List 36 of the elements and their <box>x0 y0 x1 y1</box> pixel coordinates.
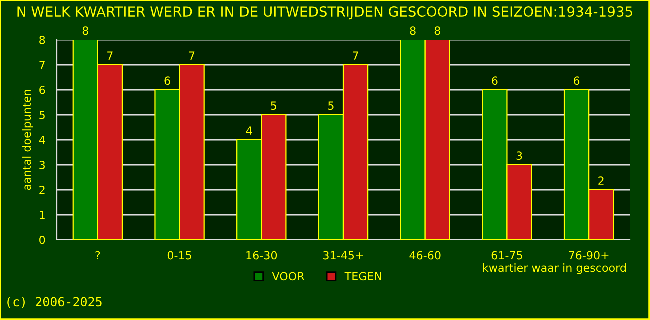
x-tick-label: 31-45+ <box>324 251 364 260</box>
y-tick-label: 1 <box>40 211 45 220</box>
y-tick-label: 2 <box>40 186 45 194</box>
data-label: 8 <box>82 26 88 36</box>
y-tick-label: 8 <box>40 36 46 44</box>
data-label: 3 <box>516 152 522 160</box>
text: (c) 2006-2025 <box>8 297 102 308</box>
data-label: 8 <box>434 26 440 36</box>
data-label: 6 <box>164 76 170 86</box>
data-label: 5 <box>328 102 334 110</box>
y-tick-label: 5 <box>40 111 45 120</box>
x-tick-label: 0-15 <box>168 251 192 260</box>
y-tick-label: 4 <box>39 136 46 144</box>
y-tick-label: 3 <box>40 160 45 170</box>
y-tick-label: 7 <box>40 61 45 70</box>
x-axis-title: kwartier waar in gescoord <box>483 264 626 274</box>
x-tick-label: 61-75 <box>492 251 522 260</box>
data-label: 8 <box>410 26 416 36</box>
x-tick-label: 76-90+ <box>569 251 609 260</box>
x-tick-label: 46-60 <box>410 251 441 260</box>
x-tick-label: ? <box>96 251 100 260</box>
data-label: 6 <box>574 76 580 86</box>
data-label: 4 <box>246 126 252 135</box>
legend-label: TEGEN <box>344 272 382 281</box>
y-tick-label: 0 <box>40 236 46 244</box>
data-label: 7 <box>108 52 113 60</box>
y-tick-label: 6 <box>40 86 46 94</box>
data-label: 5 <box>271 102 276 110</box>
data-label: 2 <box>598 176 604 185</box>
y-axis-title: aantal doelpunten <box>22 90 34 190</box>
x-tick-label: 16-30 <box>246 251 278 260</box>
legend-label: VOOR <box>272 272 305 281</box>
data-label: 7 <box>189 52 195 60</box>
chart-title: N WELK KWARTIER WERD ER IN DE UITWEDSTRIJDEN GESCOORD IN SEIZOEN:1934-1935 <box>18 6 632 20</box>
data-label: 7 <box>353 52 358 60</box>
data-label: 6 <box>492 76 498 86</box>
